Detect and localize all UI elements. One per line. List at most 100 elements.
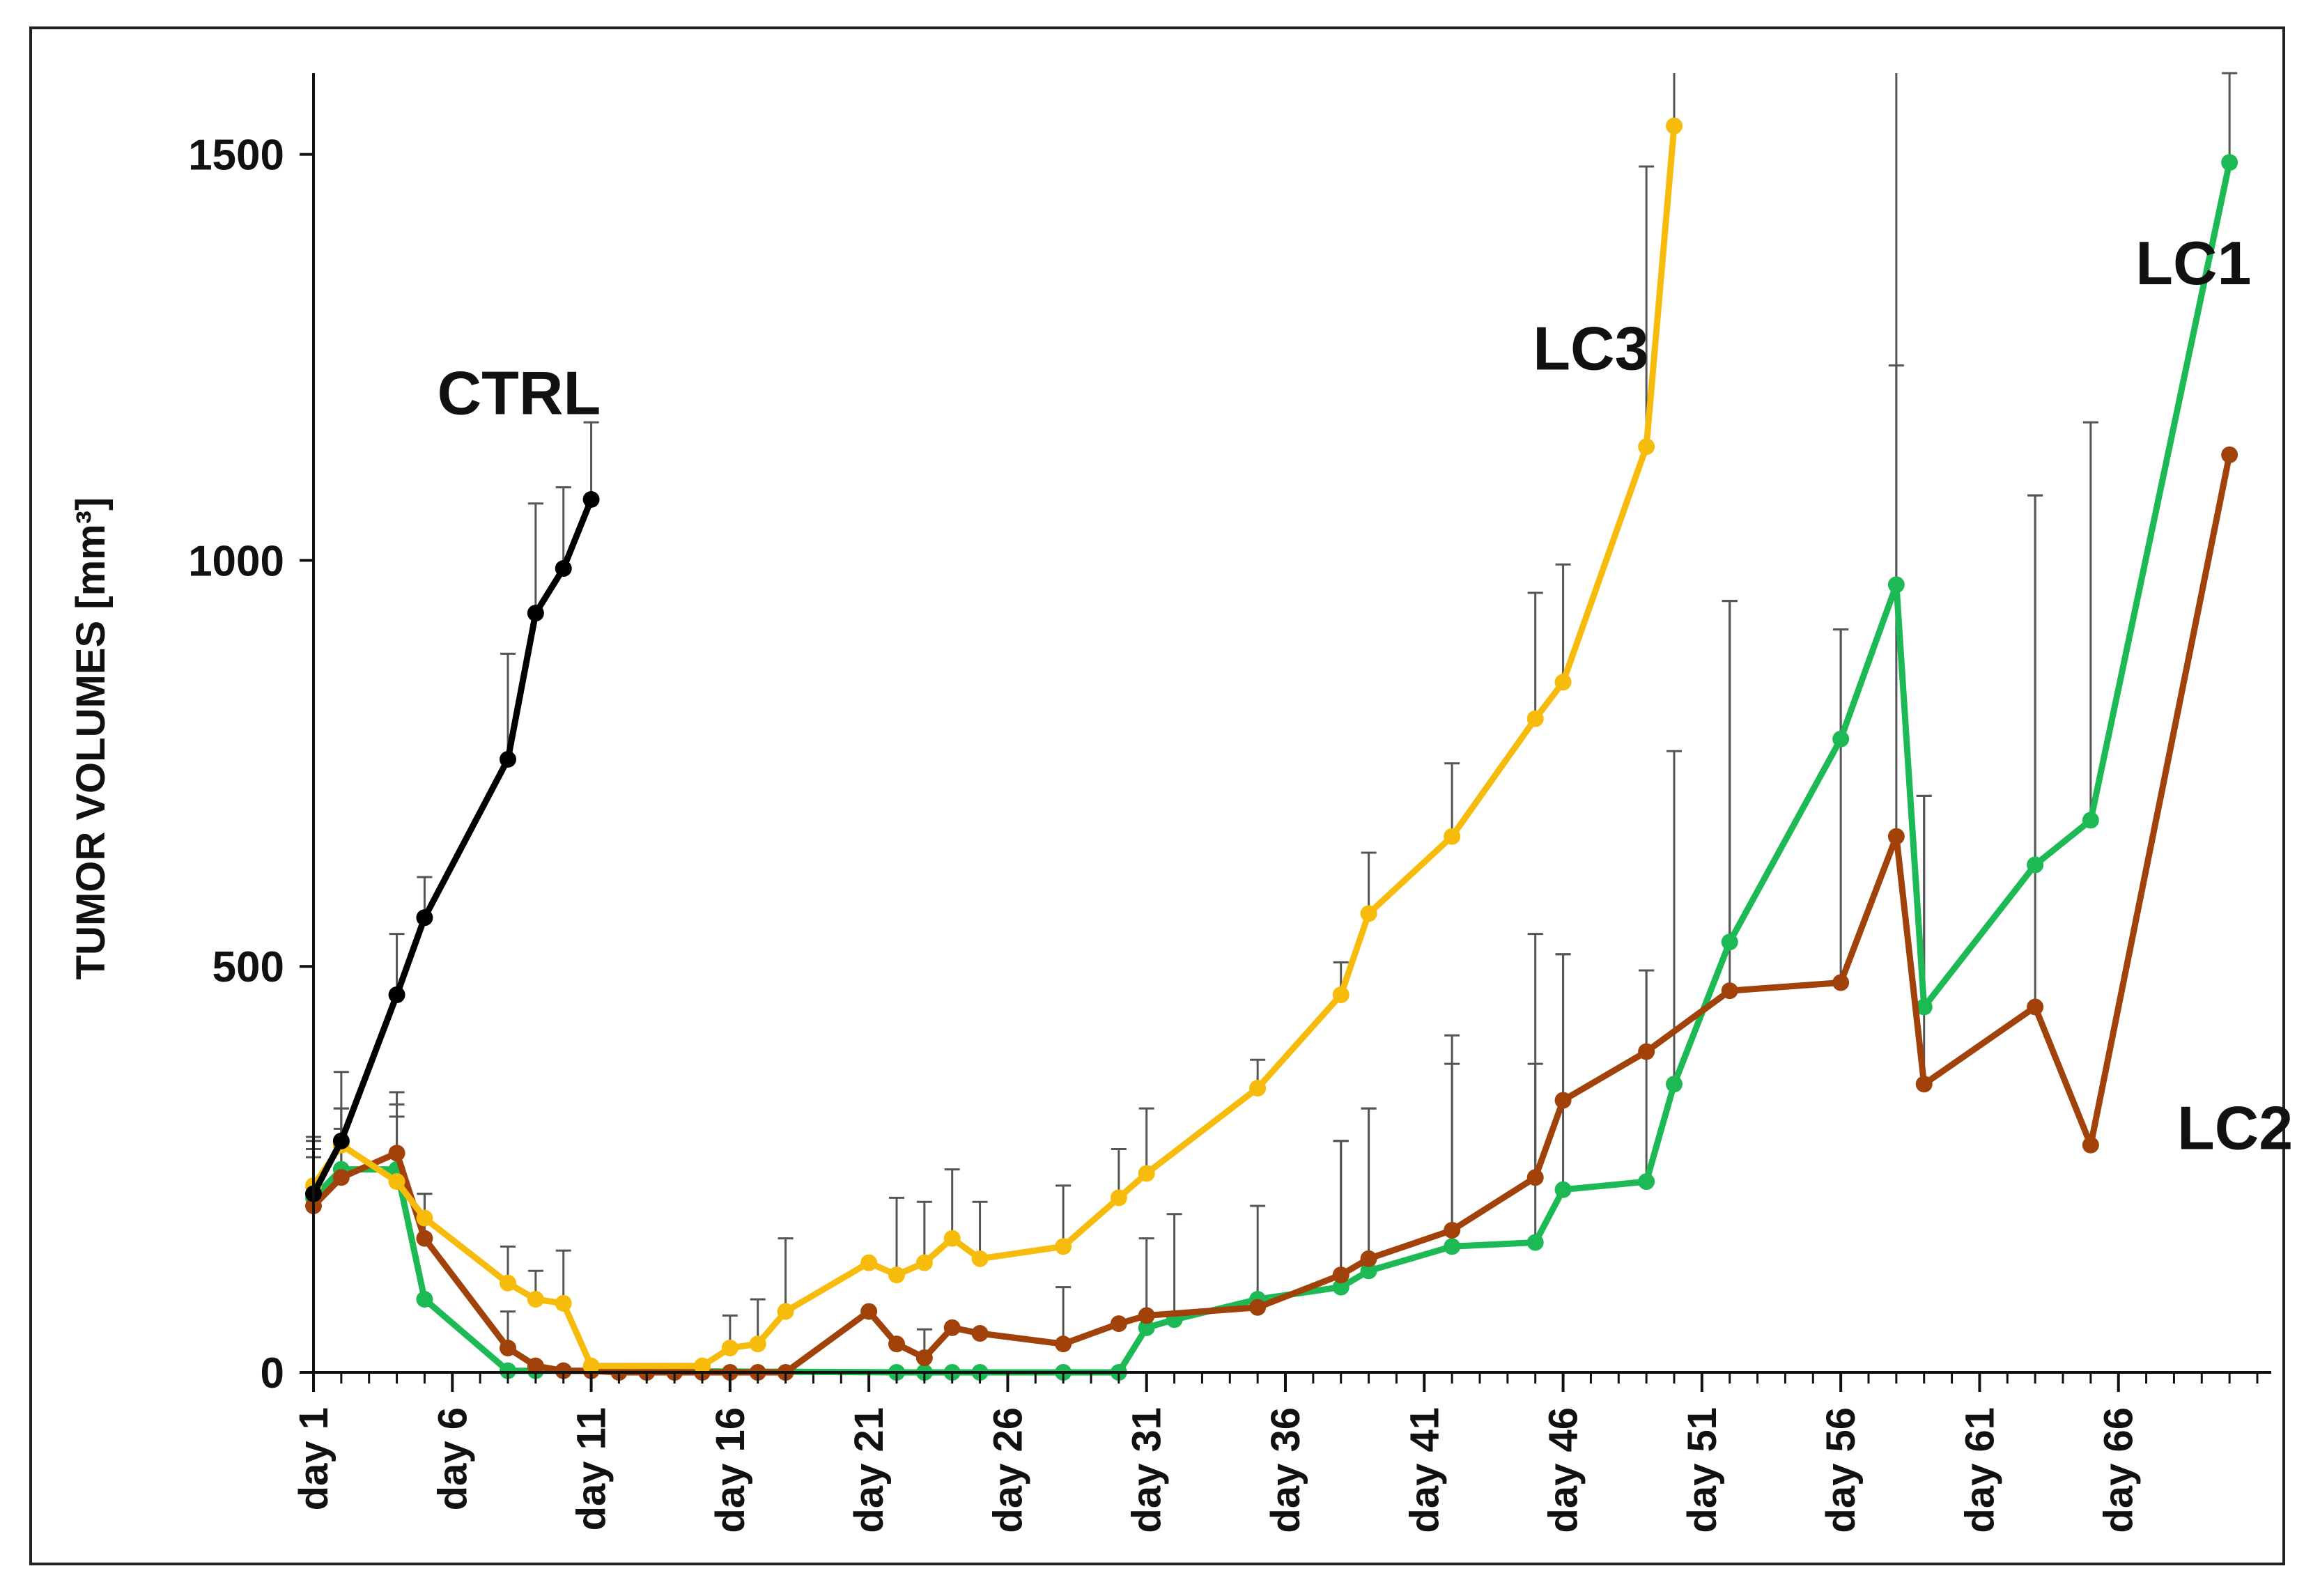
data-point-lc1 (2027, 856, 2044, 874)
data-point-lc2 (1138, 1307, 1155, 1324)
data-point-lc2 (1915, 1076, 1933, 1093)
data-point-lc1 (500, 1362, 516, 1379)
data-point-lc1 (2221, 154, 2238, 171)
data-point-lc2 (1638, 1043, 1655, 1060)
data-point-lc3 (527, 1291, 544, 1308)
x-tick-label: day 6 (430, 1407, 475, 1510)
series-line-ctrl (310, 496, 595, 1198)
data-point-lc2 (527, 1357, 544, 1374)
data-point-lc3 (1666, 117, 1683, 134)
x-tick-label: day 11 (569, 1407, 614, 1531)
data-point-lc2 (1332, 1266, 1350, 1284)
data-point-lc3 (749, 1335, 766, 1353)
data-point-lc1 (1832, 730, 1850, 747)
data-point-lc3 (1526, 710, 1544, 727)
data-point-lc3 (1554, 674, 1572, 691)
data-point-lc2 (1554, 1092, 1572, 1109)
data-point-lc2 (943, 1319, 961, 1336)
data-point-lc3 (1638, 438, 1655, 456)
series-labels: CTRL LC1 LC2 LC3 (438, 228, 2294, 1162)
data-point-ctrl (332, 1132, 350, 1149)
x-tick-label: day 61 (1957, 1407, 2002, 1533)
series-label-lc2: LC2 (2177, 1093, 2293, 1162)
data-point-lc1 (1666, 1076, 1683, 1093)
data-point-lc3 (943, 1230, 961, 1247)
x-tick-label: day 66 (2096, 1407, 2142, 1533)
data-point-lc1 (1721, 933, 1738, 951)
series-line-lc3 (310, 123, 1678, 1370)
data-point-lc2 (1360, 1250, 1377, 1267)
data-point-lc2 (2082, 1136, 2099, 1154)
x-tick-label: day 46 (1541, 1407, 1586, 1533)
x-tick-label: day 16 (708, 1407, 753, 1533)
x-tick-label: day 1 (291, 1407, 337, 1510)
data-point-lc2 (500, 1340, 516, 1357)
data-point-lc2 (1887, 828, 1905, 845)
series-lines (305, 117, 2238, 1381)
data-point-lc3 (1138, 1165, 1155, 1182)
data-point-lc3 (1332, 986, 1350, 1003)
data-point-lc3 (1249, 1080, 1267, 1097)
data-point-lc1 (2082, 812, 2099, 829)
series-label-ctrl: CTRL (438, 359, 601, 428)
data-point-lc2 (1526, 1169, 1544, 1186)
y-tick-label: 1500 (188, 132, 284, 180)
data-point-lc1 (416, 1291, 433, 1308)
data-point-lc1 (1444, 1238, 1461, 1255)
data-point-lc2 (860, 1303, 878, 1320)
data-point-lc1 (1638, 1173, 1655, 1191)
data-point-lc2 (1055, 1335, 1072, 1353)
data-point-lc2 (915, 1349, 933, 1367)
data-point-ctrl (555, 560, 572, 578)
figure-border (29, 26, 2285, 1565)
x-tick-label: day 51 (1680, 1407, 1725, 1533)
data-point-lc1 (1332, 1278, 1350, 1296)
data-point-lc3 (416, 1209, 433, 1227)
data-point-lc2 (971, 1325, 989, 1342)
data-point-lc1 (1360, 1262, 1377, 1280)
x-tick-label: day 36 (1263, 1407, 1308, 1533)
data-point-lc3 (777, 1303, 794, 1320)
data-point-lc2 (388, 1145, 405, 1162)
data-point-lc3 (1110, 1189, 1127, 1207)
data-point-ctrl (500, 750, 516, 768)
data-point-lc3 (694, 1357, 711, 1374)
data-point-lc3 (582, 1357, 600, 1374)
x-tick-label: day 41 (1402, 1407, 1447, 1533)
data-point-lc2 (1249, 1299, 1267, 1316)
data-point-lc2 (1832, 974, 1850, 991)
data-point-lc1 (1887, 576, 1905, 594)
data-point-lc2 (2027, 998, 2044, 1016)
axes: 0 500 1000 1500 day 1 day 6 day 11 day 16 day 21… (188, 73, 2271, 1533)
data-point-ctrl (388, 986, 405, 1003)
data-point-lc1 (1915, 998, 1933, 1016)
data-point-lc2 (2221, 446, 2238, 463)
data-point-lc3 (388, 1173, 405, 1191)
data-point-lc3 (915, 1254, 933, 1271)
data-point-lc2 (1444, 1222, 1461, 1239)
data-point-lc2 (332, 1169, 350, 1186)
data-point-lc3 (971, 1250, 989, 1267)
data-point-lc3 (1055, 1238, 1072, 1255)
data-point-lc3 (555, 1294, 572, 1312)
x-tick-label: day 26 (985, 1407, 1030, 1533)
data-point-lc1 (1138, 1319, 1155, 1336)
data-point-ctrl (416, 909, 433, 927)
x-tick-label: day 21 (846, 1407, 892, 1533)
data-point-lc3 (721, 1340, 738, 1357)
data-point-lc3 (888, 1266, 905, 1284)
y-tick-label: 500 (212, 943, 284, 991)
data-point-ctrl (527, 605, 544, 622)
x-tick-label: day 31 (1124, 1407, 1170, 1533)
data-point-lc2 (1110, 1315, 1127, 1333)
data-point-lc1 (1526, 1234, 1544, 1251)
series-label-lc1: LC1 (2135, 228, 2251, 297)
data-point-lc3 (500, 1274, 516, 1292)
data-point-lc3 (1360, 905, 1377, 922)
data-point-lc2 (416, 1230, 433, 1247)
error-bars (306, 72, 2238, 1358)
data-point-lc2 (1721, 982, 1738, 1000)
y-tick-label: 0 (261, 1349, 284, 1397)
data-point-lc3 (1444, 828, 1461, 845)
